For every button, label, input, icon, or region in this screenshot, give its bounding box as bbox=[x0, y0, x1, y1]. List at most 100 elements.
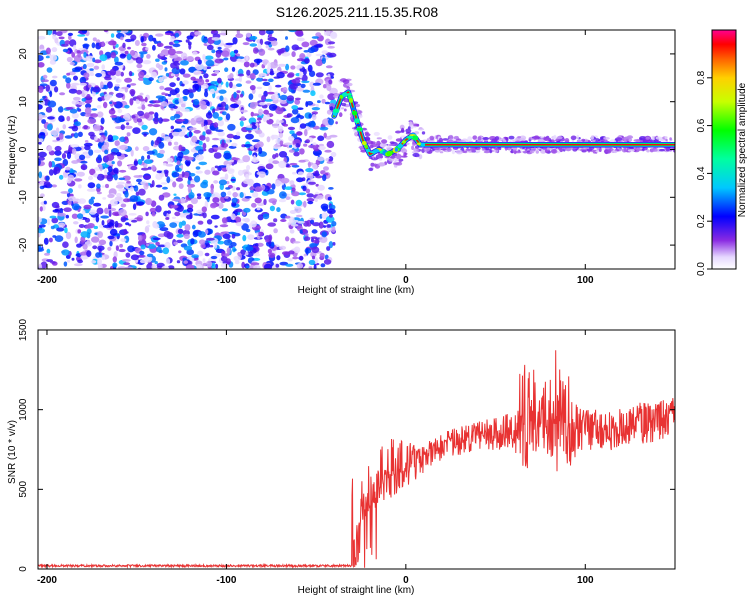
spectrogram-noise-cell bbox=[167, 210, 172, 214]
spectrogram-noise-cell bbox=[251, 125, 257, 130]
spectrogram-trace-halo bbox=[388, 144, 396, 146]
spectrogram-noise-cell bbox=[183, 245, 192, 251]
spectrogram-trace-spot bbox=[406, 135, 413, 139]
spectrogram-noise-cell bbox=[231, 66, 236, 72]
spectrogram-noise-cell bbox=[77, 34, 86, 37]
spectrogram-noise-cell bbox=[205, 136, 210, 142]
spectrogram-noise-cell bbox=[182, 257, 187, 262]
spectrogram-noise-cell bbox=[218, 83, 222, 91]
spectrogram-noise-cell bbox=[72, 44, 77, 51]
spectrogram-trace-halo bbox=[483, 150, 491, 154]
spectrogram-trace-spot bbox=[352, 110, 358, 116]
spectrogram-noise-cell bbox=[125, 252, 131, 258]
spectrogram-noise-cell bbox=[317, 100, 321, 104]
spectrogram-y-tick-label: 20 bbox=[18, 48, 29, 60]
spectrogram-noise-cell bbox=[88, 84, 92, 88]
spectrogram-noise-cell bbox=[297, 171, 304, 176]
spectrogram-noise-cell bbox=[306, 193, 314, 198]
spectrogram-noise-cell bbox=[69, 108, 78, 114]
spectrogram-noise-cell bbox=[155, 33, 164, 37]
spectrogram-noise-cell bbox=[176, 260, 181, 264]
spectrogram-noise-cell bbox=[317, 184, 325, 191]
spectrogram-noise-cell bbox=[155, 241, 160, 246]
spectrogram-trace-halo bbox=[378, 162, 386, 167]
spectrogram-noise-cell bbox=[176, 233, 184, 238]
spectrogram-noise-cell bbox=[220, 256, 228, 262]
spectrogram-noise-cell bbox=[236, 83, 242, 87]
spectrogram-noise-cell bbox=[249, 43, 258, 47]
spectrogram-noise-cell bbox=[268, 234, 273, 242]
spectrogram-noise-cell bbox=[45, 175, 50, 181]
spectrogram-noise-cell bbox=[234, 260, 240, 265]
spectrogram-noise-cell bbox=[143, 255, 153, 263]
spectrogram-noise-cell bbox=[38, 55, 44, 62]
spectrogram-noise-cell bbox=[272, 123, 279, 129]
snr-y-tick-label: 1000 bbox=[18, 398, 29, 421]
spectrogram-noise-cell bbox=[179, 212, 184, 218]
spectrogram-noise-cell bbox=[111, 135, 119, 141]
spectrogram-noise-cell bbox=[105, 153, 115, 161]
spectrogram-noise-cell bbox=[194, 31, 202, 36]
spectrogram-noise-cell bbox=[138, 174, 143, 178]
spectrogram-noise-cell bbox=[113, 167, 119, 174]
spectrogram-noise-cell bbox=[123, 198, 131, 203]
spectrogram-noise-cell bbox=[164, 67, 168, 72]
spectrogram-noise-cell bbox=[219, 224, 229, 228]
spectrogram-trace-halo bbox=[484, 148, 491, 151]
spectrogram-noise-cell bbox=[313, 264, 317, 269]
spectrogram-noise-cell bbox=[236, 100, 242, 105]
spectrogram-noise-cell bbox=[131, 115, 136, 119]
spectrogram-noise-cell bbox=[110, 33, 115, 38]
spectrogram-trace-halo bbox=[489, 149, 493, 154]
spectrogram-noise-cell bbox=[248, 93, 254, 100]
spectrogram-trace-halo bbox=[535, 150, 539, 154]
spectrogram-noise-cell bbox=[80, 160, 88, 164]
spectrogram-noise-cell bbox=[103, 101, 108, 109]
spectrogram-noise-cell bbox=[210, 187, 214, 195]
spectrogram-noise-cell bbox=[136, 178, 142, 183]
spectrogram-noise-cell bbox=[294, 99, 301, 105]
spectrogram-noise-cell bbox=[132, 127, 141, 134]
spectrogram-trace-halo bbox=[467, 136, 473, 142]
spectrogram-noise-cell bbox=[178, 97, 184, 104]
spectrogram-noise-cell bbox=[94, 167, 101, 171]
spectrogram-noise-cell bbox=[104, 93, 111, 101]
spectrogram-noise-cell bbox=[188, 127, 197, 131]
spectrogram-noise-cell bbox=[38, 138, 44, 142]
snr-x-tick-label: -200 bbox=[37, 575, 57, 586]
spectrogram-noise-cell bbox=[223, 239, 233, 246]
spectrogram-noise-cell bbox=[45, 84, 50, 92]
spectrogram-noise-cell bbox=[81, 165, 86, 170]
spectrogram-noise-cell bbox=[202, 37, 208, 44]
spectrogram-noise-cell bbox=[78, 184, 82, 189]
spectrogram-noise-cell bbox=[139, 92, 144, 96]
spectrogram-noise-cell bbox=[256, 59, 261, 65]
spectrogram-noise-cell bbox=[177, 151, 184, 159]
spectrogram-trace-halo bbox=[470, 147, 476, 153]
spectrogram-noise-cell bbox=[226, 133, 235, 139]
spectrogram-noise-cell bbox=[299, 71, 303, 79]
spectrogram-noise-cell bbox=[165, 217, 170, 220]
spectrogram-noise-cell bbox=[243, 218, 250, 223]
spectrogram-noise-cell bbox=[117, 160, 123, 167]
spectrogram-noise-cell bbox=[258, 48, 266, 56]
spectrogram-noise-cell bbox=[193, 70, 202, 76]
spectrogram-trace-halo bbox=[370, 162, 375, 167]
spectrogram-noise-cell bbox=[62, 75, 67, 79]
spectrogram-noise-cell bbox=[292, 256, 299, 260]
spectrogram-noise-cell bbox=[279, 140, 284, 146]
spectrogram-trace-halo bbox=[350, 116, 354, 121]
spectrogram-noise-cell bbox=[300, 83, 306, 88]
spectrogram-noise-cell bbox=[95, 215, 100, 223]
spectrogram-noise-cell bbox=[148, 34, 154, 42]
spectrogram-trace-halo bbox=[665, 147, 671, 152]
spectrogram-trace-spot bbox=[420, 142, 426, 147]
spectrogram-noise-cell bbox=[258, 30, 266, 36]
spectrogram-noise-cell bbox=[303, 68, 307, 76]
spectrogram-noise-cell bbox=[245, 32, 251, 38]
spectrogram-trace-halo bbox=[556, 150, 561, 154]
spectrogram-noise-cell bbox=[92, 57, 96, 63]
spectrogram-noise-cell bbox=[312, 82, 321, 86]
spectrogram-noise-cell bbox=[200, 181, 209, 189]
spectrogram-trace-halo bbox=[482, 137, 490, 140]
